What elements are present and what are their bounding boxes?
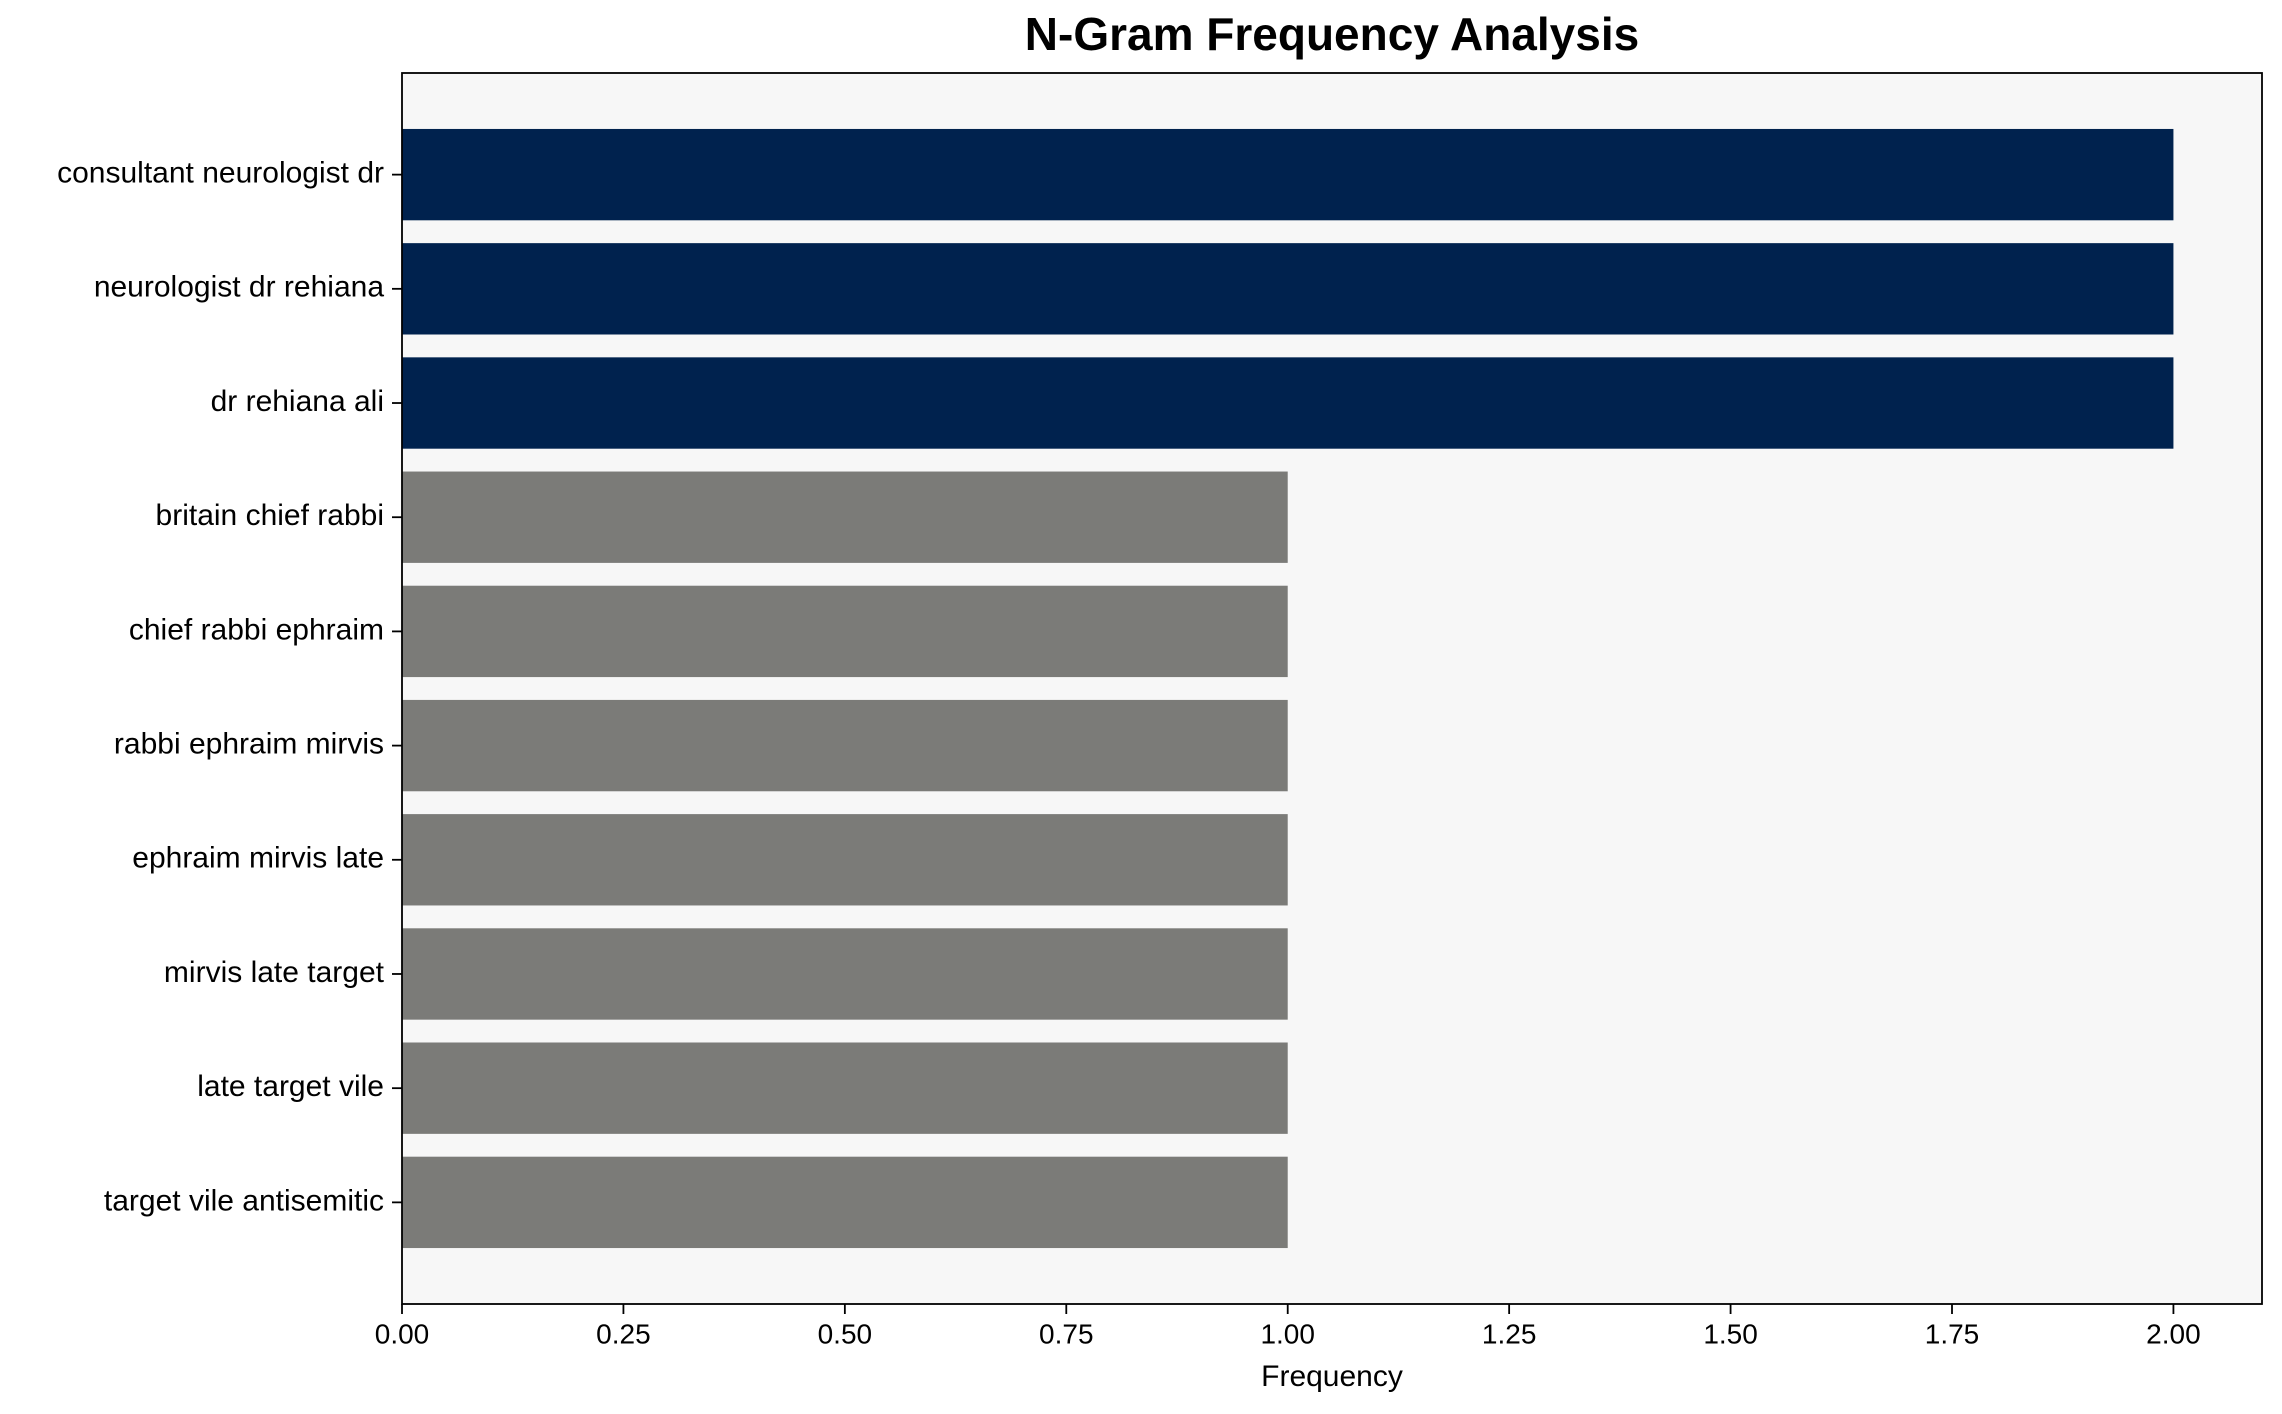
x-tick-label: 1.25 — [1482, 1318, 1537, 1349]
x-tick-label: 1.00 — [1260, 1318, 1315, 1349]
y-tick-label: late target vile — [197, 1070, 384, 1103]
plot-frame — [401, 72, 2263, 1305]
x-tick-label: 0.50 — [818, 1318, 873, 1349]
bar — [402, 471, 1288, 563]
bar — [402, 357, 2174, 449]
x-axis-label: Frequency — [1261, 1360, 1403, 1393]
y-tick-label: dr rehiana ali — [211, 385, 384, 418]
x-tick-label: 0.00 — [375, 1318, 430, 1349]
y-tick-label: neurologist dr rehiana — [94, 271, 385, 304]
bar — [402, 128, 2174, 221]
x-tick-label: 2.00 — [2146, 1318, 2201, 1349]
x-tick-label: 0.75 — [1039, 1318, 1094, 1349]
bar — [402, 928, 1288, 1020]
y-tick-label: rabbi ephraim mirvis — [114, 728, 384, 761]
bar — [402, 585, 1288, 678]
marks — [402, 128, 2174, 1249]
x-tick-label: 0.25 — [596, 1318, 651, 1349]
y-tick-label: ephraim mirvis late — [132, 842, 384, 875]
bar — [402, 1042, 1288, 1134]
y-tick-label: britain chief rabbi — [156, 499, 384, 532]
bar — [402, 699, 1288, 792]
y-tick-label: mirvis late target — [164, 956, 385, 989]
chart-title: N-Gram Frequency Analysis — [1025, 8, 1639, 60]
y-tick-label: consultant neurologist dr — [57, 157, 384, 190]
bar — [402, 814, 1288, 906]
bar — [402, 1156, 1288, 1249]
y-tick-label: chief rabbi ephraim — [129, 613, 384, 646]
x-tick-label: 1.50 — [1703, 1318, 1758, 1349]
x-tick-label: 1.75 — [1925, 1318, 1980, 1349]
y-tick-label: target vile antisemitic — [104, 1184, 384, 1217]
bar — [402, 243, 2174, 335]
